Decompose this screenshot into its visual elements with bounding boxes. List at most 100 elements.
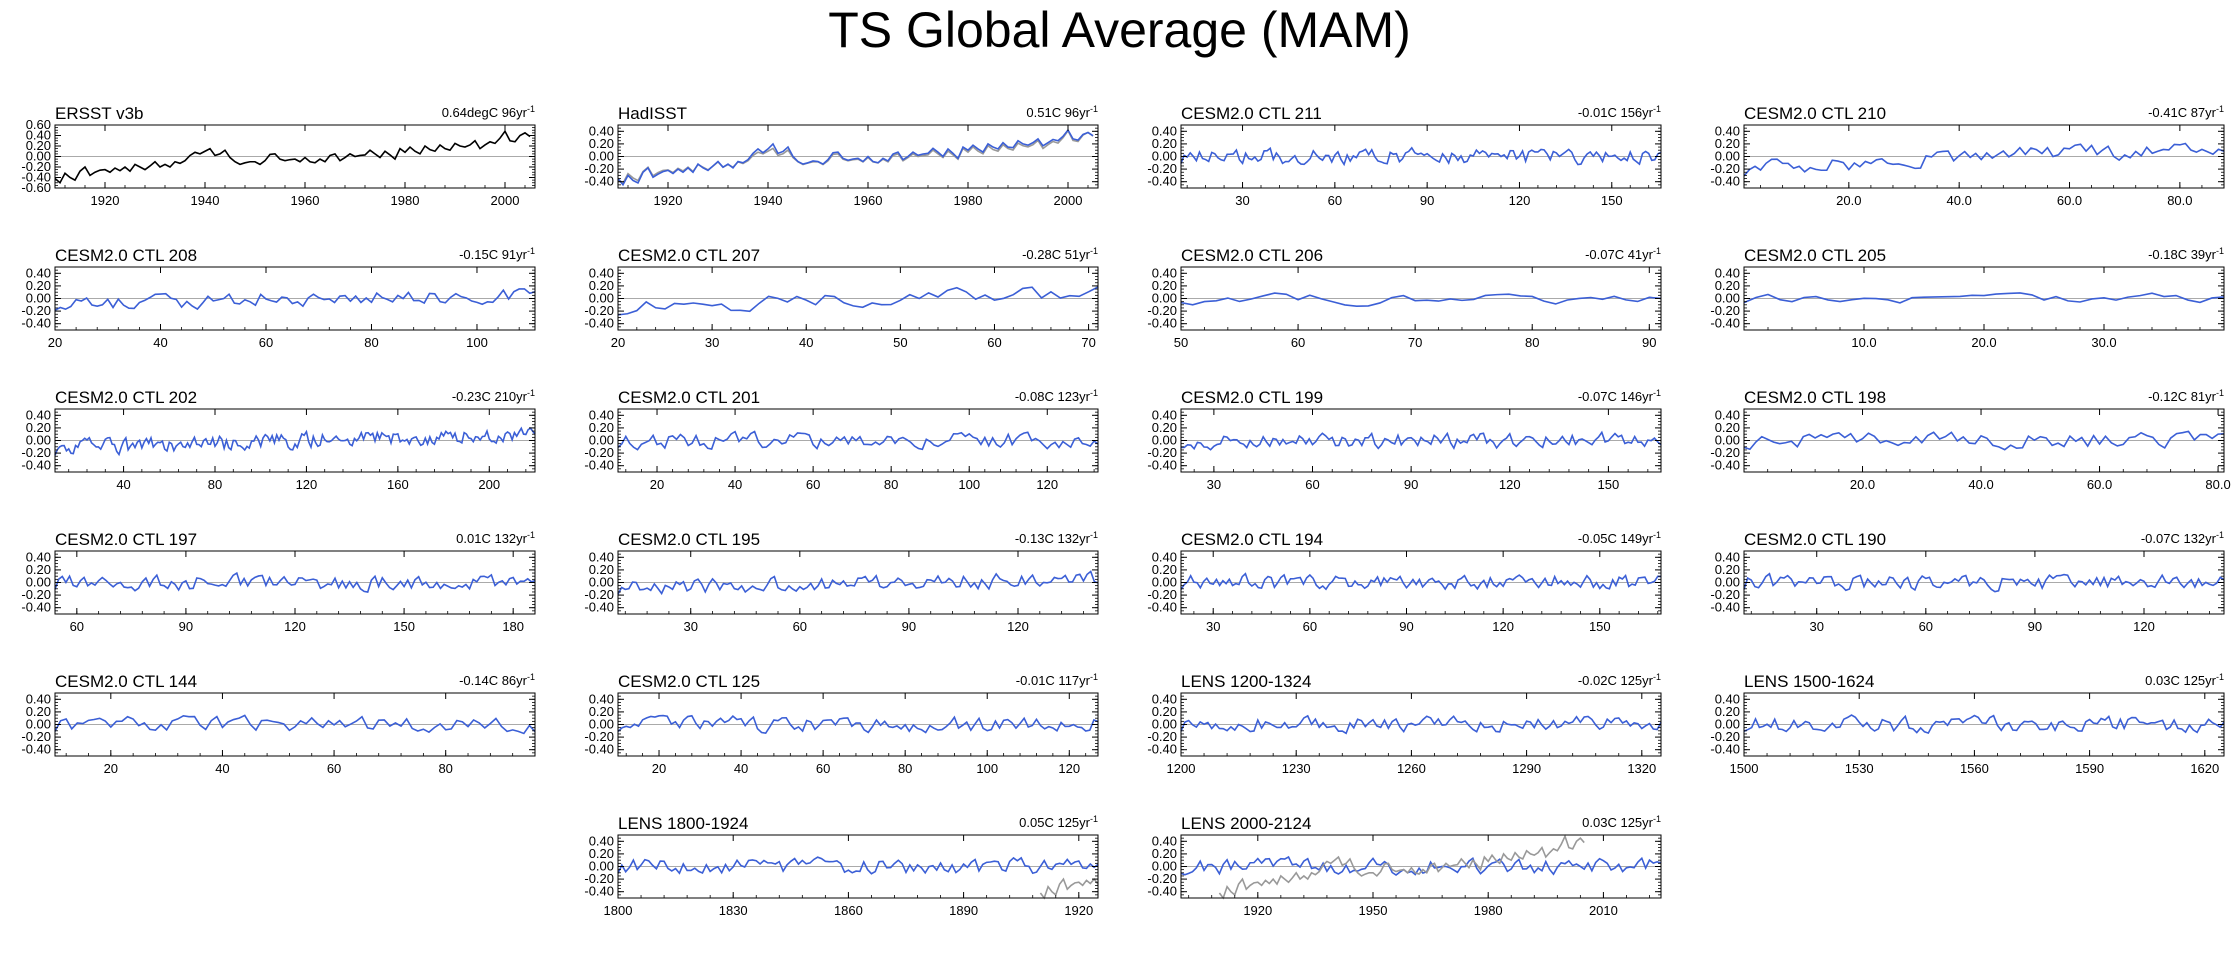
y-tick-label: -0.40 bbox=[1147, 174, 1177, 189]
x-tick-label: 120 bbox=[1509, 193, 1531, 208]
x-tick-label: 2010 bbox=[1589, 903, 1618, 918]
y-tick-label: 0.00 bbox=[589, 433, 614, 448]
series-line bbox=[54, 426, 536, 457]
x-tick-label: 90 bbox=[179, 619, 193, 634]
x-tick-label: 40 bbox=[799, 335, 813, 350]
y-tick-label: 0.00 bbox=[1152, 717, 1177, 732]
x-tick-label: 40 bbox=[153, 335, 167, 350]
panel-stat: 0.03C 125yr-1 bbox=[1582, 814, 1661, 830]
x-tick-label: 150 bbox=[1598, 477, 1620, 492]
y-tick-label: -0.40 bbox=[1147, 458, 1177, 473]
x-tick-label: 90 bbox=[2028, 619, 2042, 634]
x-tick-label: 60.0 bbox=[2087, 477, 2112, 492]
x-tick-label: 90 bbox=[902, 619, 916, 634]
x-tick-label: 20.0 bbox=[1836, 193, 1861, 208]
panel-title: CESM2.0 CTL 210 bbox=[1744, 104, 1886, 123]
x-tick-label: 60 bbox=[793, 619, 807, 634]
x-tick-label: 1560 bbox=[1960, 761, 1989, 776]
y-tick-label: 0.00 bbox=[26, 291, 51, 306]
y-tick-label: -0.40 bbox=[21, 600, 51, 615]
panel-stat: -0.02C 125yr-1 bbox=[1578, 672, 1661, 688]
panel-stat: -0.41C 87yr-1 bbox=[2148, 104, 2224, 120]
x-tick-label: 1290 bbox=[1512, 761, 1541, 776]
x-tick-label: 1530 bbox=[1845, 761, 1874, 776]
y-tick-label: 0.40 bbox=[1715, 691, 1740, 706]
panel-title: CESM2.0 CTL 190 bbox=[1744, 530, 1886, 549]
y-tick-label: 0.20 bbox=[1715, 420, 1740, 435]
y-tick-label: 0.40 bbox=[26, 691, 51, 706]
y-tick-label: -0.20 bbox=[1147, 587, 1177, 602]
x-tick-label: 1200 bbox=[1167, 761, 1196, 776]
panel-stat: -0.12C 81yr-1 bbox=[2148, 388, 2224, 404]
x-tick-label: 30.0 bbox=[2091, 335, 2116, 350]
y-tick-label: 0.60 bbox=[26, 117, 51, 132]
y-tick-label: -0.20 bbox=[1147, 871, 1177, 886]
x-tick-label: 80 bbox=[898, 761, 912, 776]
y-tick-label: -0.40 bbox=[21, 458, 51, 473]
y-tick-label: 0.40 bbox=[26, 128, 51, 143]
panel-title: CESM2.0 CTL 198 bbox=[1744, 388, 1886, 407]
x-tick-label: 90 bbox=[1404, 477, 1418, 492]
main-title: TS Global Average (MAM) bbox=[828, 2, 1411, 58]
y-tick-label: 0.40 bbox=[26, 265, 51, 280]
x-tick-label: 1800 bbox=[604, 903, 633, 918]
panel-stat: -0.14C 86yr-1 bbox=[459, 672, 535, 688]
x-tick-label: 10.0 bbox=[1851, 335, 1876, 350]
y-tick-label: 0.40 bbox=[1715, 407, 1740, 422]
x-tick-label: 1830 bbox=[719, 903, 748, 918]
series-line bbox=[1743, 714, 2225, 735]
y-tick-label: -0.20 bbox=[21, 587, 51, 602]
x-tick-label: 90 bbox=[1399, 619, 1413, 634]
y-tick-label: -0.20 bbox=[1147, 161, 1177, 176]
x-tick-label: 1920 bbox=[1064, 903, 1093, 918]
x-tick-label: 2000 bbox=[1054, 193, 1083, 208]
y-tick-label: 0.20 bbox=[1152, 136, 1177, 151]
x-tick-label: 20 bbox=[650, 477, 664, 492]
x-tick-label: 60 bbox=[816, 761, 830, 776]
y-tick-label: 0.40 bbox=[1152, 407, 1177, 422]
y-tick-label: 0.00 bbox=[1152, 433, 1177, 448]
y-tick-label: -0.40 bbox=[21, 170, 51, 185]
panel-stat: -0.18C 39yr-1 bbox=[2148, 246, 2224, 262]
panel-ctl205: CESM2.0 CTL 205 -0.18C 39yr-1 0.400.200.00… bbox=[1710, 246, 2225, 350]
x-tick-label: 30 bbox=[705, 335, 719, 350]
series-line bbox=[54, 571, 536, 593]
y-tick-label: 0.40 bbox=[1152, 691, 1177, 706]
y-tick-label: 0.20 bbox=[26, 138, 51, 153]
x-tick-label: 120 bbox=[1007, 619, 1029, 634]
series-line bbox=[1743, 292, 2225, 304]
x-tick-label: 70 bbox=[1408, 335, 1422, 350]
y-tick-label: 0.40 bbox=[1152, 833, 1177, 848]
x-tick-label: 90 bbox=[1642, 335, 1656, 350]
panel-stat: 0.64degC 96yr-1 bbox=[442, 104, 535, 120]
y-tick-label: 0.40 bbox=[589, 549, 614, 564]
panel-title: CESM2.0 CTL 208 bbox=[55, 246, 197, 265]
panel-ctl201: CESM2.0 CTL 201 -0.08C 123yr-1 0.400.200.0… bbox=[584, 388, 1099, 492]
series-line bbox=[1180, 430, 1662, 451]
panel-ctl197: CESM2.0 CTL 197 0.01C 132yr-1 0.400.200.00… bbox=[21, 530, 536, 634]
y-tick-label: -0.40 bbox=[1147, 742, 1177, 757]
panel-stat: -0.23C 210yr-1 bbox=[452, 388, 535, 404]
y-tick-label: -0.20 bbox=[1710, 161, 1740, 176]
panel-ctl207: CESM2.0 CTL 207 -0.28C 51yr-1 0.400.200.00… bbox=[584, 246, 1099, 350]
y-tick-label: -0.40 bbox=[584, 174, 614, 189]
y-tick-label: -0.40 bbox=[584, 742, 614, 757]
obs-overlay-line bbox=[617, 129, 1094, 185]
x-tick-label: 120 bbox=[1058, 761, 1080, 776]
panel-title: CESM2.0 CTL 202 bbox=[55, 388, 197, 407]
panel-title: LENS 1500-1624 bbox=[1744, 672, 1874, 691]
x-tick-label: 1920 bbox=[654, 193, 683, 208]
y-tick-label: -0.20 bbox=[21, 445, 51, 460]
x-tick-label: 20.0 bbox=[1850, 477, 1875, 492]
series-line bbox=[617, 128, 1094, 187]
x-tick-label: 180 bbox=[502, 619, 524, 634]
x-tick-label: 60 bbox=[70, 619, 84, 634]
y-tick-label: 0.00 bbox=[589, 859, 614, 874]
panel-ctl211: CESM2.0 CTL 211 -0.01C 156yr-1 0.400.200.0… bbox=[1147, 104, 1662, 208]
x-tick-label: 60 bbox=[1919, 619, 1933, 634]
panel-stat: -0.28C 51yr-1 bbox=[1022, 246, 1098, 262]
series-line bbox=[1180, 714, 1662, 735]
x-tick-label: 1500 bbox=[1730, 761, 1759, 776]
y-tick-label: 0.40 bbox=[1152, 265, 1177, 280]
